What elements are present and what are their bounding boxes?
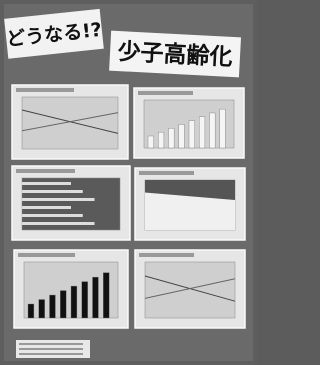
bar-shape: [220, 109, 226, 148]
panel-title-bar: [18, 253, 75, 257]
panel-title-bar: [16, 169, 75, 173]
poster-photo: どうなる!? 少子高齢化: [0, 0, 257, 365]
bar-shape: [22, 214, 83, 217]
chart-panel: [134, 88, 244, 158]
body: {"poster": {"title_part1": "どうなる!?", "ti…: [0, 0, 257, 365]
bar-shape: [22, 198, 95, 201]
bar-shape: [103, 273, 109, 318]
bar-shape: [22, 182, 71, 185]
bar-shape: [169, 128, 175, 148]
bar-shape: [199, 117, 205, 148]
note-line: [19, 353, 83, 355]
panel-title-bar: [139, 253, 194, 257]
bar-shape: [179, 124, 185, 148]
plot-area: [145, 262, 235, 318]
bar-shape: [60, 291, 66, 318]
bar-shape: [148, 136, 154, 148]
bar-shape: [28, 304, 34, 318]
panel-title-bar: [138, 91, 193, 95]
bar-shape: [210, 113, 216, 148]
bar-shape: [50, 295, 56, 318]
bar-shape: [82, 282, 88, 318]
chart-panel: [135, 250, 245, 328]
chart-panel: [14, 250, 128, 328]
bar-shape: [158, 132, 164, 148]
chart-panel: [12, 85, 128, 159]
bar-shape: [93, 277, 99, 318]
bar-shape: [39, 300, 45, 318]
bar-shape: [22, 222, 95, 225]
panel-title-bar: [16, 88, 74, 92]
bar-shape: [22, 190, 83, 193]
bar-shape: [189, 121, 195, 148]
bar-shape: [22, 206, 71, 209]
bar-shape: [71, 286, 77, 318]
chart-panel: [135, 168, 245, 240]
panel-title-bar: [139, 171, 194, 175]
title-card-right: 少子高齢化: [109, 31, 241, 78]
chart-panel: [12, 166, 130, 240]
note-line: [19, 343, 83, 345]
page: poster html, body { margin: 0; padding: …: [0, 0, 257, 365]
plot-area: [22, 97, 118, 149]
note-line: [19, 348, 83, 350]
